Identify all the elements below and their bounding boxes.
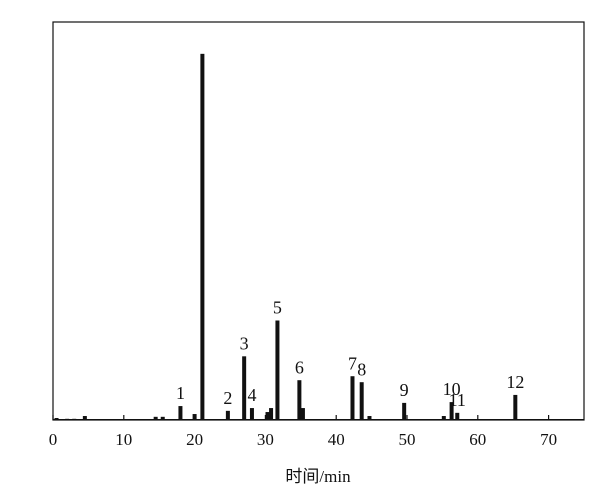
peak (513, 394, 518, 420)
peak-label: 3 (240, 333, 249, 353)
peak (275, 320, 280, 420)
peak (350, 376, 355, 420)
x-tick-label: 10 (115, 430, 132, 449)
peak (65, 418, 70, 420)
x-tick-label: 60 (469, 430, 486, 449)
x-tick-label: 40 (328, 430, 345, 449)
peak (249, 408, 254, 420)
peak-label: 2 (223, 388, 232, 408)
peak (402, 402, 407, 420)
peak-label: 6 (295, 357, 304, 377)
x-tick-label: 0 (49, 430, 58, 449)
peak (441, 416, 446, 420)
peak (455, 412, 460, 420)
peak (300, 408, 305, 420)
peak-label: 11 (449, 390, 466, 410)
peak-label: 4 (247, 385, 256, 405)
peak (242, 356, 247, 420)
peak (153, 416, 158, 420)
peak (72, 418, 77, 420)
peak-label: 7 (348, 353, 357, 373)
peak-label: 9 (400, 380, 409, 400)
peak (449, 402, 454, 420)
peak-label: 10 (443, 379, 461, 399)
peak (265, 412, 270, 420)
peak-label: 8 (357, 359, 366, 379)
peak-label: 1 (176, 383, 185, 403)
peak (200, 53, 205, 421)
peak (192, 414, 197, 420)
peak (359, 382, 364, 420)
peak-label: 12 (506, 372, 524, 392)
peak (178, 406, 183, 420)
x-tick-label: 50 (399, 430, 416, 449)
peak (269, 408, 274, 420)
peak (82, 416, 87, 420)
peak (367, 416, 372, 420)
peak-label: 5 (273, 298, 282, 318)
x-tick-label: 70 (540, 430, 557, 449)
x-axis-label: 时间/min (285, 467, 351, 486)
peak (225, 410, 230, 420)
peak (160, 416, 165, 420)
peak (297, 380, 302, 420)
plot-frame (52, 21, 585, 421)
x-tick-label: 20 (186, 430, 203, 449)
x-tick-label: 30 (257, 430, 274, 449)
peak (54, 418, 59, 420)
